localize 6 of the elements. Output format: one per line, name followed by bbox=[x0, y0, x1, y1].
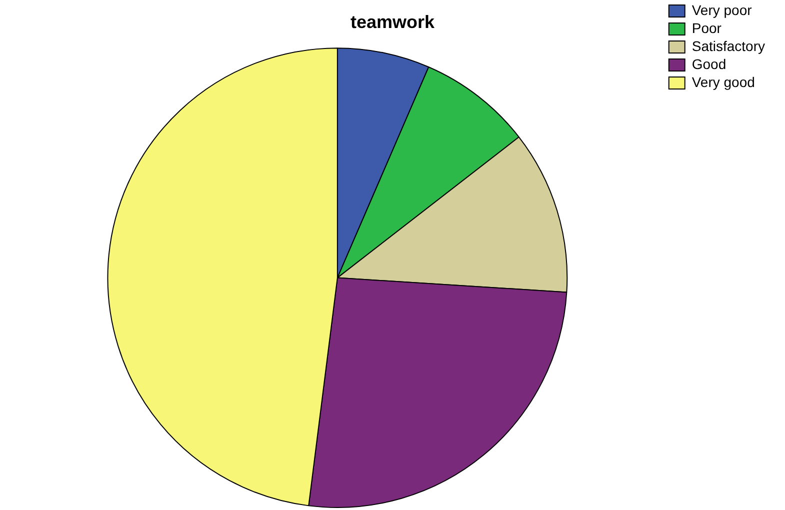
legend-label: Poor bbox=[692, 20, 722, 36]
legend-label: Very good bbox=[692, 74, 755, 90]
chart-title: teamwork bbox=[350, 12, 436, 32]
legend-label: Good bbox=[692, 56, 726, 72]
legend-label: Very poor bbox=[692, 2, 752, 18]
legend-label: Satisfactory bbox=[692, 38, 766, 54]
